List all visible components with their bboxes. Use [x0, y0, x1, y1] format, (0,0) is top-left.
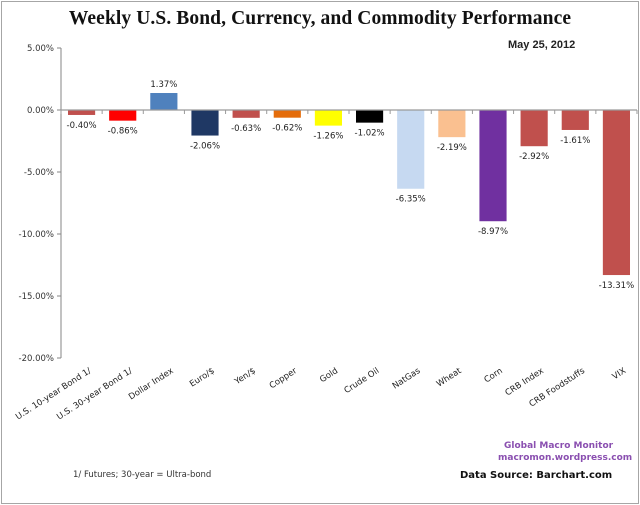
- category-label: Euro/$: [188, 366, 217, 389]
- data-label: -8.97%: [478, 227, 508, 237]
- bar: [232, 110, 260, 118]
- category-label: NatGas: [391, 366, 423, 392]
- bars: [67, 93, 631, 276]
- category-label: Crude Oil: [343, 366, 382, 396]
- bar: [602, 110, 631, 276]
- data-label: -2.19%: [437, 143, 467, 153]
- brand-url: macromon.wordpress.com: [498, 453, 633, 463]
- category-label: Gold: [318, 366, 340, 385]
- chart-title: Weekly U.S. Bond, Currency, and Commodit…: [68, 8, 572, 29]
- category-label: VIX: [611, 366, 628, 382]
- bar: [314, 110, 343, 126]
- x-axis: [60, 109, 638, 114]
- data-label: 1.37%: [150, 80, 177, 90]
- data-label: -0.63%: [231, 124, 261, 134]
- data-label: -2.92%: [519, 152, 549, 162]
- category-label: U.S. 10-year Bond 1/: [14, 366, 93, 422]
- bar: [67, 110, 96, 115]
- category-label: Dollar Index: [127, 366, 175, 402]
- bar: [438, 110, 466, 138]
- data-label: -13.31%: [599, 281, 634, 291]
- y-axis: 5.00% 0.00% -5.00% -10.00% -15.00% -20.00%: [19, 44, 62, 364]
- bar: [191, 110, 219, 136]
- data-label: -2.06%: [190, 142, 220, 152]
- data-label: -1.61%: [560, 136, 590, 146]
- y-tick-label: -20.00%: [19, 354, 54, 364]
- bar: [355, 110, 384, 123]
- category-label: Corn: [483, 366, 505, 385]
- data-label: -6.35%: [396, 195, 426, 205]
- data-labels: -0.40% -0.86% 1.37% -2.06% -0.63% -0.62% -1.26…: [67, 80, 635, 291]
- y-tick-label: -15.00%: [19, 292, 54, 302]
- data-label: -1.02%: [355, 129, 385, 139]
- y-tick-label: -5.00%: [24, 168, 54, 178]
- footnote: 1/ Futures; 30-year = Ultra-bond: [73, 470, 212, 480]
- bar: [109, 110, 137, 121]
- data-label: -0.62%: [272, 124, 302, 134]
- category-labels: U.S. 10-year Bond 1/U.S. 30-year Bond 1/…: [14, 366, 628, 423]
- bar: [561, 110, 589, 130]
- bar: [273, 110, 301, 118]
- category-label: Yen/$: [232, 366, 258, 387]
- category-label: Wheat: [435, 366, 464, 390]
- category-label: U.S. 30-year Bond 1/: [55, 366, 134, 422]
- brand-name: Global Macro Monitor: [504, 441, 614, 451]
- y-tick-label: 5.00%: [27, 44, 54, 54]
- category-label: Copper: [268, 366, 300, 391]
- y-tick-label: -10.00%: [19, 230, 54, 240]
- chart-date: May 25, 2012: [508, 39, 576, 51]
- bar: [150, 93, 178, 110]
- data-label: -1.26%: [313, 132, 343, 142]
- data-label: -0.40%: [67, 121, 97, 131]
- data-label: -0.86%: [108, 127, 138, 137]
- bar: [397, 110, 425, 189]
- data-source: Data Source: Barchart.com: [460, 470, 613, 481]
- bar: [479, 110, 507, 222]
- bar: [520, 110, 548, 147]
- y-tick-label: 0.00%: [27, 106, 54, 116]
